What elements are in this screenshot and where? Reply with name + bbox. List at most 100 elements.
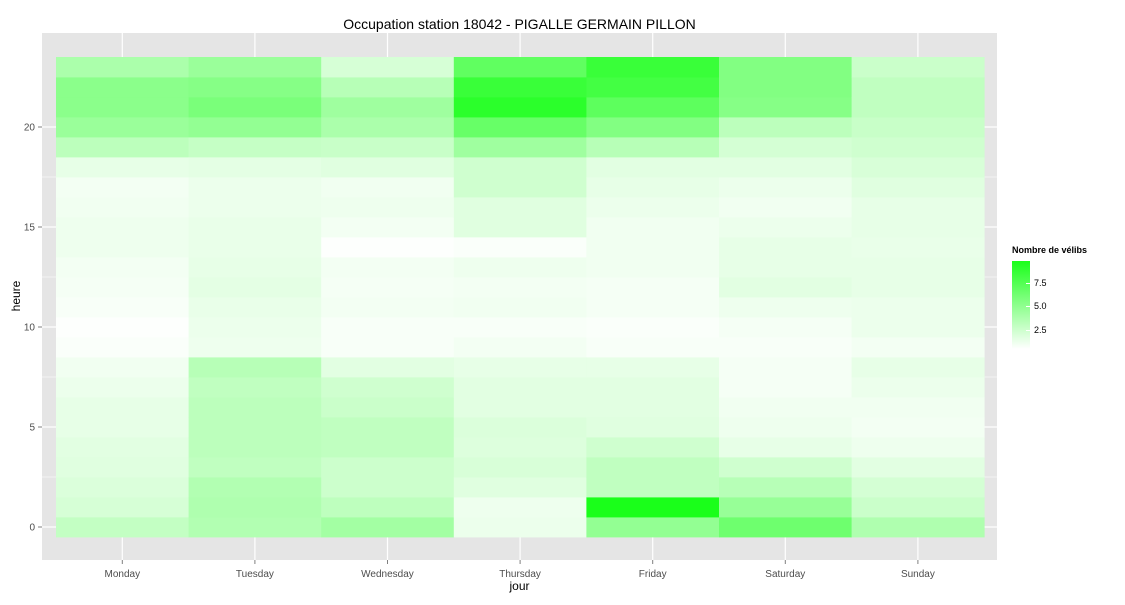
heatmap-cell: [453, 177, 587, 198]
heatmap-cell: [188, 237, 322, 258]
heatmap-cell: [851, 157, 985, 178]
heatmap-cell: [56, 437, 189, 458]
heatmap-cell: [56, 317, 189, 338]
heatmap-cell: [188, 477, 322, 498]
heatmap-cell: [56, 237, 189, 258]
heatmap-cell: [453, 57, 587, 78]
heatmap-cell: [56, 57, 189, 78]
heatmap-cell: [453, 77, 587, 98]
heatmap-cell: [56, 137, 189, 158]
heatmap-cell: [586, 137, 720, 158]
heatmap-cell: [586, 497, 720, 518]
heatmap-cell: [321, 137, 455, 158]
heatmap-cell: [188, 337, 322, 358]
heatmap-cell: [586, 517, 720, 538]
heatmap-cell: [719, 417, 852, 438]
heatmap-cell: [586, 377, 720, 398]
y-tick-label: 5: [29, 423, 35, 434]
heatmap-cell: [586, 337, 720, 358]
heatmap-cell: [453, 377, 587, 398]
heatmap-cell: [851, 77, 985, 98]
heatmap-cell: [453, 417, 587, 438]
heatmap-cell: [321, 97, 455, 118]
heatmap-cell: [321, 417, 455, 438]
heatmap-cell: [321, 217, 455, 238]
heatmap-cell: [719, 177, 852, 198]
heatmap-cell: [586, 57, 720, 78]
heatmap-cell: [188, 137, 322, 158]
heatmap-cell: [586, 317, 720, 338]
heatmap-cell: [321, 297, 455, 318]
x-axis-label: jour: [508, 579, 529, 593]
heatmap-cell: [321, 437, 455, 458]
legend-tick-5-0: 5.0: [1026, 301, 1047, 311]
heatmap-cell: [321, 57, 455, 78]
heatmap-cell: [56, 417, 189, 438]
heatmap-cell: [851, 497, 985, 518]
heatmap-cell: [453, 197, 587, 218]
heatmap-cell: [586, 217, 720, 238]
heatmap-cell: [851, 357, 985, 378]
heatmap-cell: [453, 277, 587, 298]
heatmap-cell: [719, 317, 852, 338]
heatmap-cell: [851, 417, 985, 438]
heatmap-cell: [719, 477, 852, 498]
heatmap-cell: [851, 117, 985, 138]
heatmap-cell: [188, 457, 322, 478]
heatmap-cells: [56, 57, 985, 538]
heatmap-cell: [188, 497, 322, 518]
heatmap-cell: [719, 497, 852, 518]
heatmap-cell: [56, 257, 189, 278]
heatmap-cell: [453, 477, 587, 498]
legend-title: Nombre de vélibs: [1012, 245, 1088, 255]
color-legend: Nombre de vélibs 7.5 5.0 2.5: [1012, 245, 1122, 351]
x-tick-label: Tuesday: [236, 569, 274, 580]
legend-color-bar: [1012, 261, 1030, 349]
heatmap-cell: [188, 297, 322, 318]
heatmap-cell: [586, 277, 720, 298]
heatmap-cell: [719, 377, 852, 398]
heatmap-cell: [321, 497, 455, 518]
heatmap-cell: [188, 377, 322, 398]
heatmap-cell: [586, 257, 720, 278]
heatmap-cell: [851, 377, 985, 398]
heatmap-cell: [586, 437, 720, 458]
heatmap-cell: [586, 397, 720, 418]
heatmap-cell: [56, 157, 189, 178]
heatmap-cell: [56, 357, 189, 378]
heatmap-cell: [188, 417, 322, 438]
heatmap-cell: [851, 337, 985, 358]
heatmap-cell: [719, 97, 852, 118]
heatmap-cell: [851, 257, 985, 278]
heatmap-cell: [586, 77, 720, 98]
heatmap-cell: [586, 117, 720, 138]
heatmap-cell: [453, 397, 587, 418]
heatmap-cell: [719, 237, 852, 258]
heatmap-cell: [453, 297, 587, 318]
heatmap-cell: [56, 197, 189, 218]
heatmap-cell: [56, 277, 189, 298]
heatmap-cell: [851, 397, 985, 418]
heatmap-cell: [719, 397, 852, 418]
heatmap-cell: [321, 157, 455, 178]
heatmap-cell: [719, 217, 852, 238]
heatmap-cell: [321, 197, 455, 218]
heatmap-cell: [321, 317, 455, 338]
heatmap-cell: [586, 97, 720, 118]
heatmap-cell: [188, 397, 322, 418]
heatmap-cell: [851, 317, 985, 338]
heatmap-cell: [586, 237, 720, 258]
x-tick-label: Thursday: [499, 569, 541, 580]
heatmap-cell: [453, 137, 587, 158]
heatmap-cell: [56, 77, 189, 98]
heatmap-cell: [188, 357, 322, 378]
heatmap-cell: [719, 117, 852, 138]
heatmap-cell: [719, 277, 852, 298]
heatmap-cell: [321, 397, 455, 418]
heatmap-cell: [321, 237, 455, 258]
heatmap-cell: [453, 217, 587, 238]
chart-title: Occupation station 18042 - PIGALLE GERMA…: [343, 16, 696, 32]
y-tick-label: 15: [24, 223, 36, 234]
legend-body: 7.5 5.0 2.5: [1012, 261, 1122, 351]
